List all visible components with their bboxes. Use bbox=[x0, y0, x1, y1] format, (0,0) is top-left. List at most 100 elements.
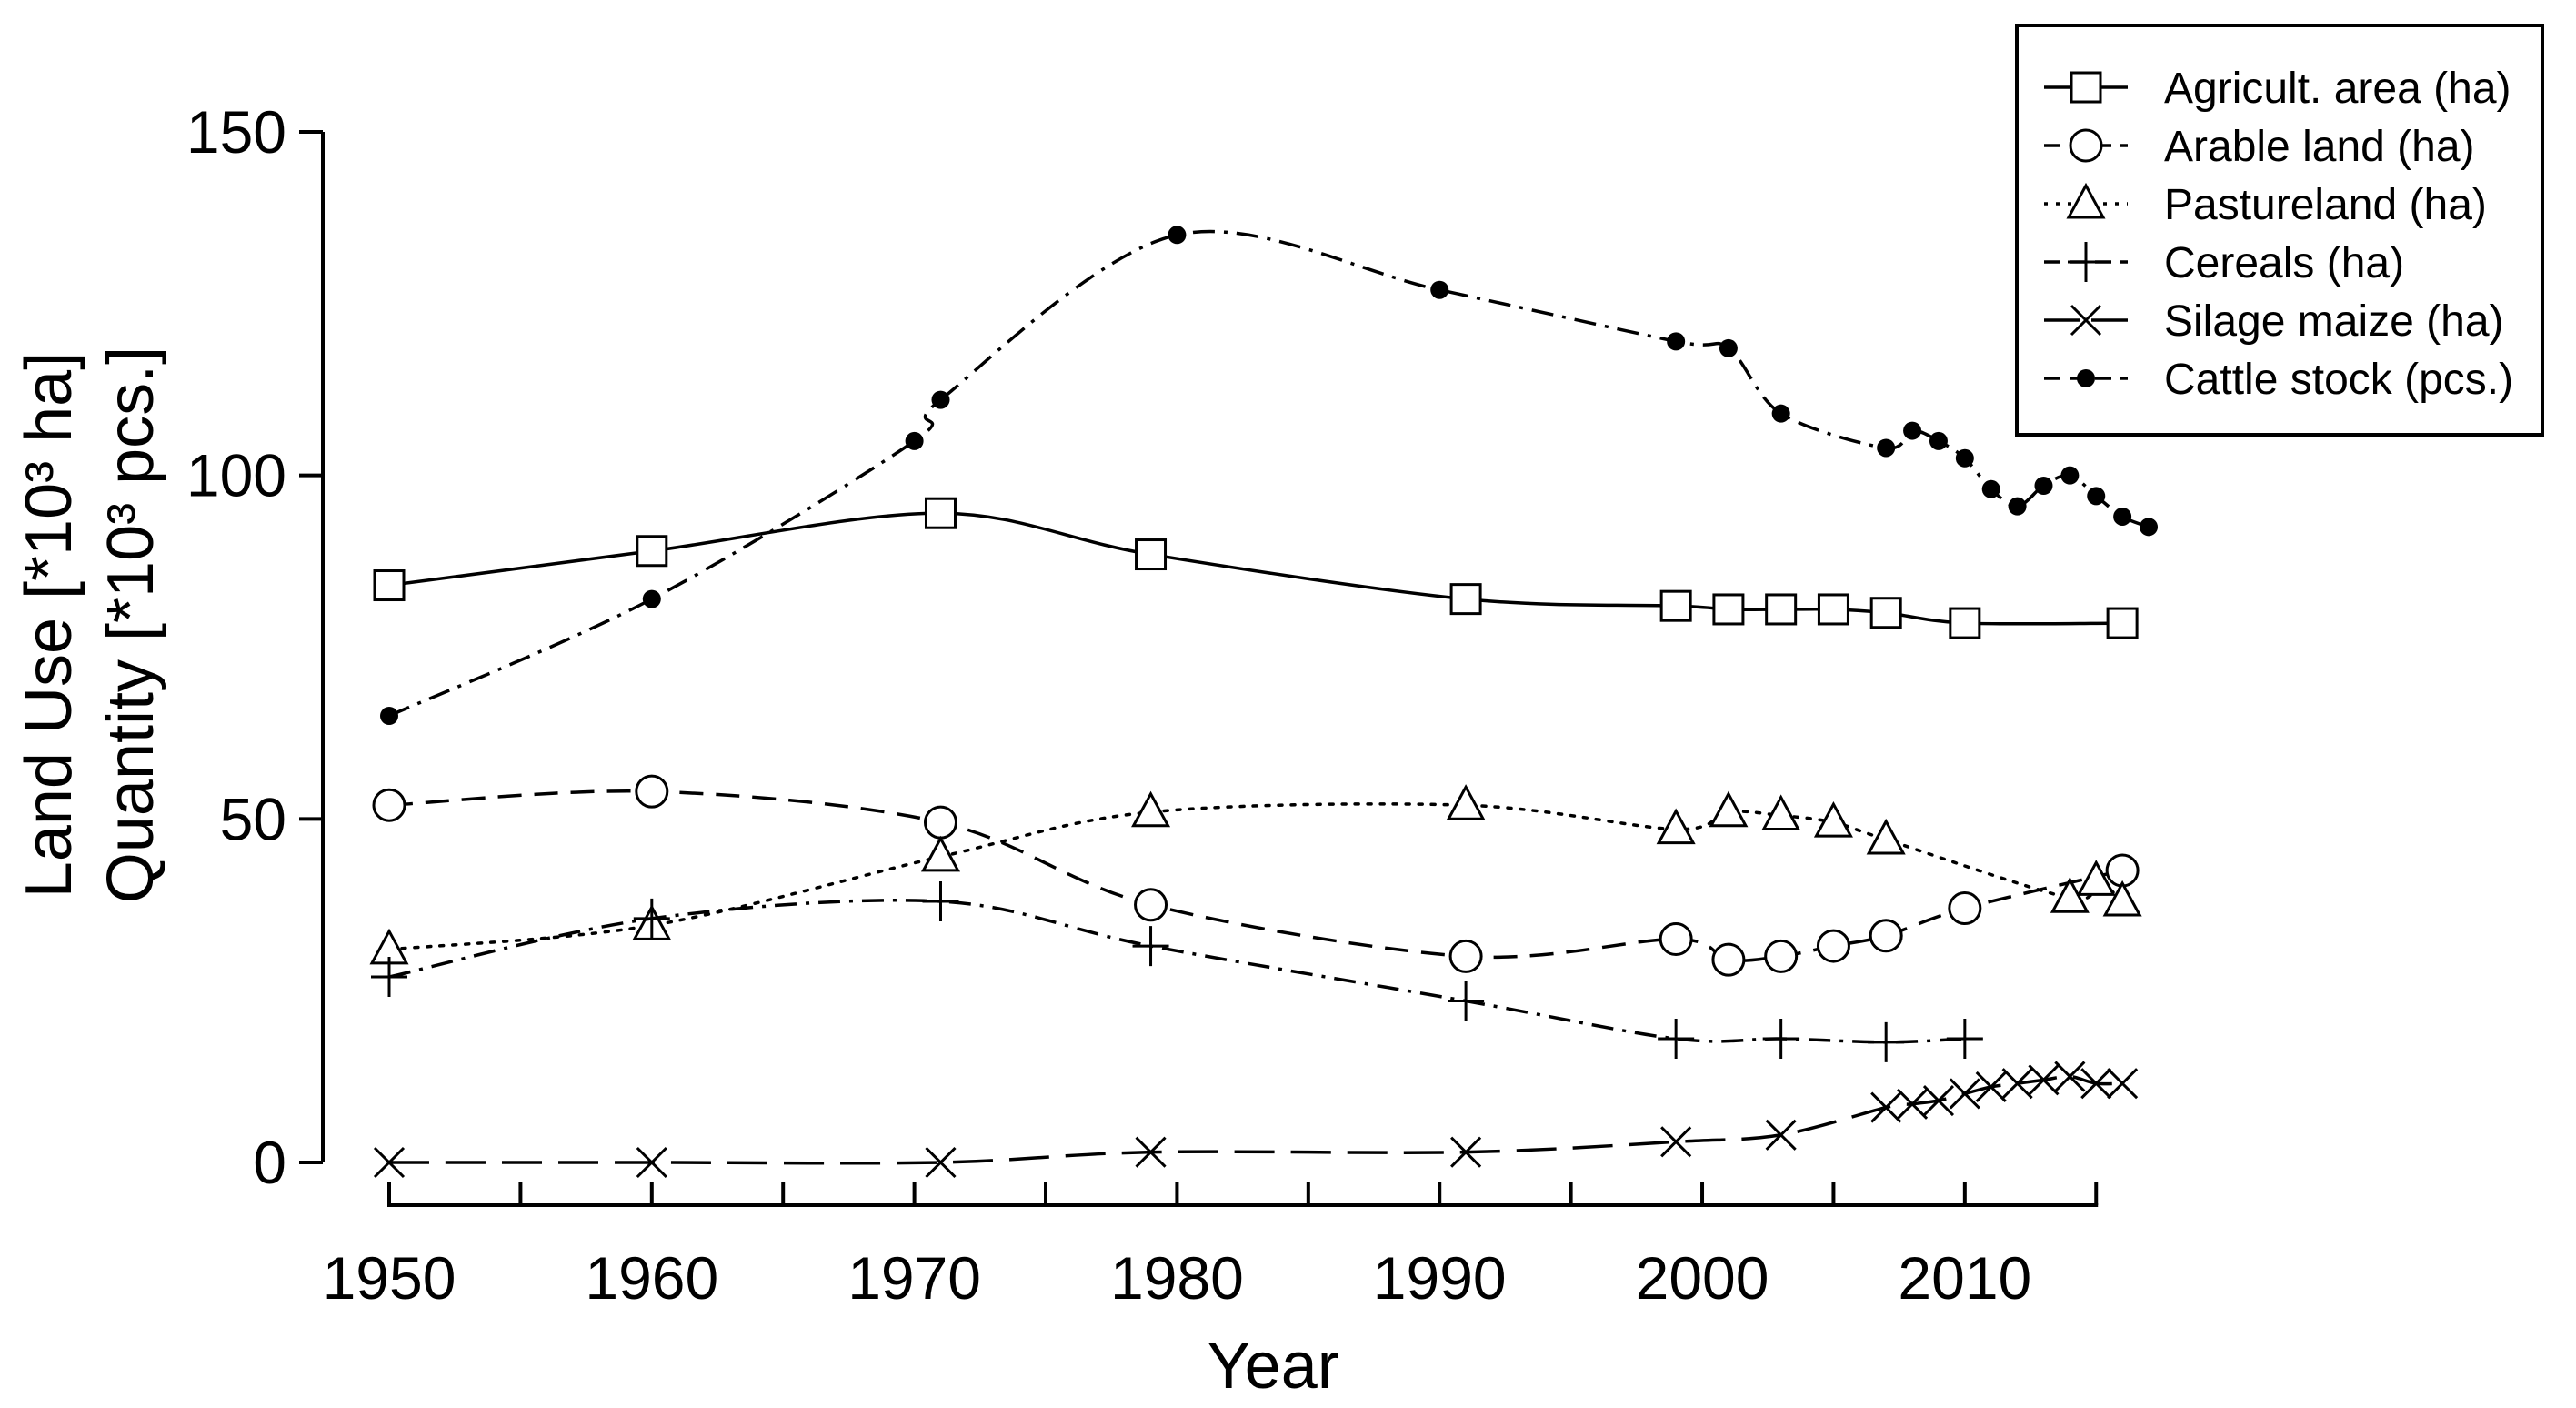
data-point bbox=[1981, 479, 2000, 498]
data-point bbox=[905, 431, 924, 450]
data-point bbox=[1975, 1071, 2007, 1102]
data-point bbox=[1659, 922, 1693, 957]
data-point bbox=[924, 497, 957, 529]
data-point bbox=[2080, 1068, 2112, 1100]
data-point bbox=[1949, 1078, 1980, 1110]
x-tick-label: 2000 bbox=[1636, 1244, 1769, 1312]
data-point bbox=[1446, 784, 1486, 820]
data-point bbox=[1866, 818, 1906, 855]
x-tick-label: 1980 bbox=[1110, 1244, 1244, 1312]
y-axis-title-line-2: Quantity [*10³ pcs.] bbox=[95, 347, 167, 903]
data-point bbox=[1762, 1019, 1799, 1060]
data-point bbox=[1719, 338, 1738, 357]
data-point bbox=[373, 1146, 406, 1179]
data-point bbox=[1660, 1126, 1692, 1158]
data-point bbox=[1667, 332, 1686, 351]
data-point bbox=[1709, 790, 1749, 828]
x-tick-label: 1950 bbox=[323, 1244, 456, 1312]
data-point bbox=[1955, 448, 1974, 468]
data-point bbox=[635, 774, 669, 809]
plot-area bbox=[369, 226, 2158, 1179]
legend-entry: Agricult. area (ha) bbox=[2044, 65, 2511, 113]
data-point bbox=[931, 390, 950, 409]
data-point bbox=[1430, 280, 1449, 299]
data-point bbox=[2008, 497, 2027, 516]
data-point bbox=[1897, 1088, 1929, 1120]
data-point bbox=[1771, 404, 1790, 423]
data-point bbox=[1135, 538, 1168, 571]
data-point bbox=[1817, 593, 1849, 626]
legend-marker bbox=[2070, 304, 2102, 337]
data-point bbox=[2106, 607, 2139, 639]
data-point bbox=[1949, 607, 1981, 639]
series-dot bbox=[380, 226, 2158, 726]
series-triangle bbox=[369, 784, 2142, 965]
data-point bbox=[1764, 939, 1799, 973]
x-axis-title: Year bbox=[1207, 1330, 1338, 1403]
data-point bbox=[922, 880, 959, 921]
data-point bbox=[1869, 597, 1902, 629]
data-point bbox=[2001, 1068, 2033, 1100]
data-point bbox=[920, 835, 961, 872]
data-point bbox=[1659, 589, 1692, 622]
data-point bbox=[1813, 800, 1853, 838]
data-point bbox=[2034, 476, 2053, 495]
data-point bbox=[923, 805, 957, 840]
legend-marker bbox=[2070, 71, 2102, 104]
data-point bbox=[925, 1146, 957, 1179]
series-square bbox=[373, 497, 2139, 639]
legend-label: Cereals (ha) bbox=[2164, 239, 2404, 287]
data-point bbox=[1877, 438, 1896, 458]
series-cross bbox=[373, 1061, 2139, 1179]
data-point bbox=[2028, 1064, 2060, 1096]
series-line bbox=[388, 229, 2150, 718]
y-tick-label: 50 bbox=[220, 785, 286, 852]
x-tick-label: 1960 bbox=[585, 1244, 718, 1312]
data-point bbox=[1132, 926, 1169, 967]
legend-label: Silage maize (ha) bbox=[2164, 297, 2504, 346]
data-point bbox=[1765, 593, 1798, 626]
data-point bbox=[1711, 942, 1746, 977]
data-point bbox=[2102, 880, 2142, 917]
data-point bbox=[380, 707, 398, 726]
y-tick-label: 100 bbox=[186, 442, 286, 509]
legend-label: Agricult. area (ha) bbox=[2164, 65, 2511, 113]
data-point bbox=[1761, 794, 1801, 831]
data-point bbox=[1948, 891, 1982, 926]
series-circle bbox=[372, 774, 2140, 977]
legend-entry: Cattle stock (pcs.) bbox=[2044, 356, 2513, 404]
legend: Agricult. area (ha) Arable land (ha) Pastu… bbox=[2015, 24, 2544, 437]
data-point bbox=[371, 957, 407, 998]
data-point bbox=[2140, 518, 2158, 537]
axes: 0 50 100 150 1950 1960 1970 1980 1990 2000 2010 bbox=[186, 98, 2099, 1312]
data-point bbox=[1448, 939, 1483, 973]
series-line bbox=[388, 1074, 2123, 1165]
legend-marker bbox=[2077, 369, 2095, 387]
data-point bbox=[636, 1146, 667, 1179]
legend-marker bbox=[2069, 128, 2103, 163]
data-point bbox=[633, 898, 670, 939]
data-point bbox=[1903, 421, 1922, 440]
data-point bbox=[1868, 1021, 1905, 1062]
legend-marker bbox=[2066, 182, 2106, 219]
data-point bbox=[2113, 507, 2132, 526]
legend-label: Arable land (ha) bbox=[2164, 123, 2475, 171]
data-point bbox=[1135, 1136, 1167, 1168]
data-point bbox=[2054, 1061, 2086, 1092]
data-point bbox=[1134, 888, 1168, 922]
data-point bbox=[1168, 226, 1187, 245]
legend-label: Pastureland (ha) bbox=[2164, 181, 2487, 229]
legend-entry: Pastureland (ha) bbox=[2044, 181, 2487, 229]
y-tick-label: 150 bbox=[186, 98, 286, 166]
data-point bbox=[2087, 487, 2106, 506]
data-point bbox=[1870, 1091, 1902, 1123]
data-point bbox=[2076, 860, 2116, 896]
data-point bbox=[2060, 466, 2080, 485]
data-point bbox=[1816, 929, 1850, 963]
data-point bbox=[373, 569, 406, 602]
data-point bbox=[1869, 919, 1903, 953]
legend-entry: Silage maize (ha) bbox=[2044, 297, 2504, 346]
data-point bbox=[1658, 1019, 1695, 1060]
data-point bbox=[642, 589, 661, 608]
data-point bbox=[1656, 808, 1696, 845]
